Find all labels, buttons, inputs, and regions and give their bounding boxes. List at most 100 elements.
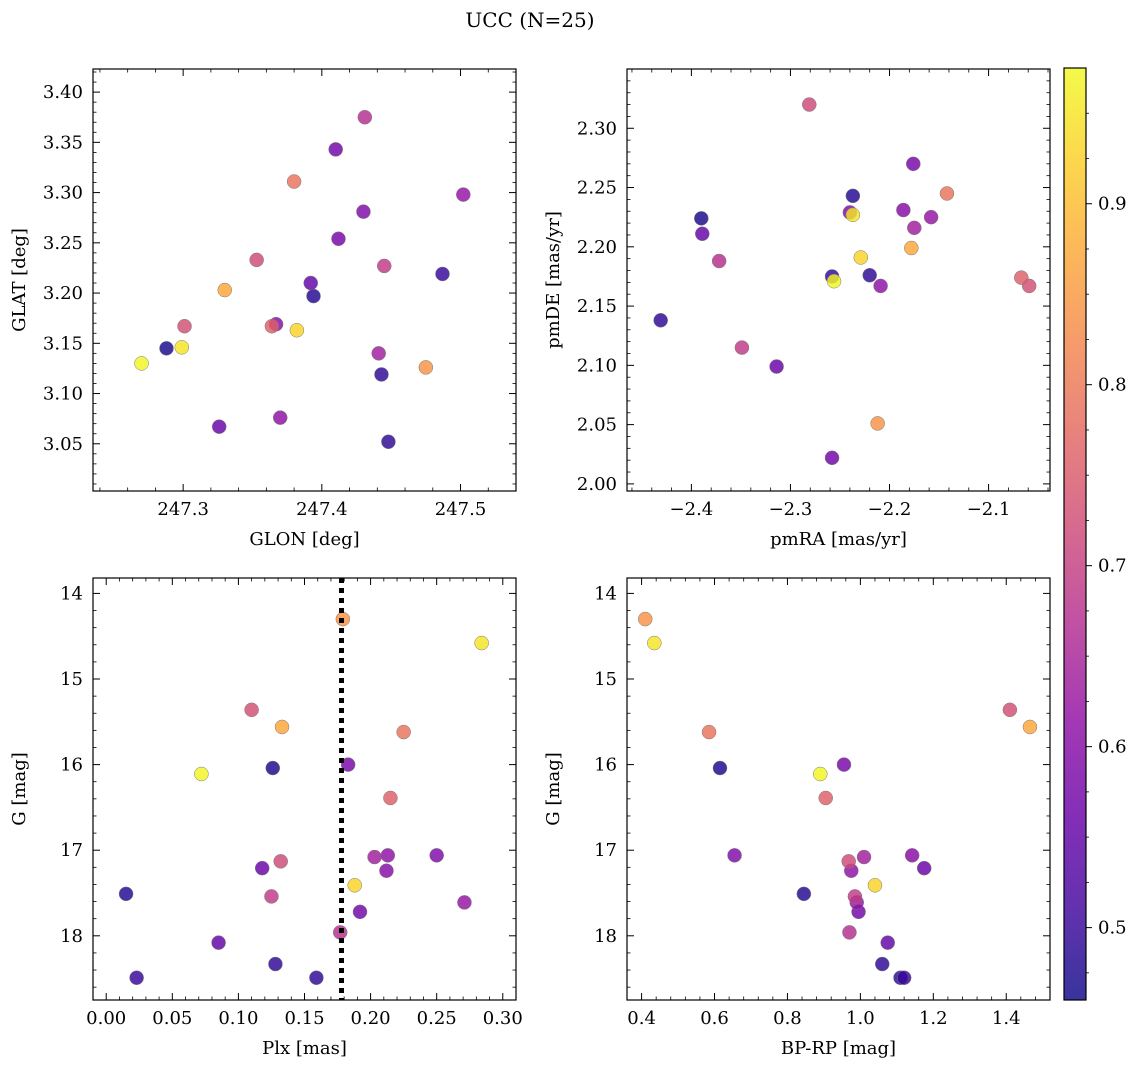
scatter-point xyxy=(873,278,888,294)
scatter-point xyxy=(429,848,444,863)
y-tick-label: 15 xyxy=(60,669,83,690)
x-tick-label: −2.4 xyxy=(670,499,714,520)
scatter-point xyxy=(174,340,190,355)
scatter-point xyxy=(1022,719,1038,735)
axes-frame xyxy=(92,68,517,492)
scatter-point xyxy=(867,878,883,893)
y-tick-label: 2.30 xyxy=(577,118,617,139)
y-tick-label: 2.25 xyxy=(577,178,617,199)
y-tick-label: 18 xyxy=(60,926,83,947)
x-tick-label: 247.3 xyxy=(157,499,209,520)
x-axis-label: pmRA [mas/yr] xyxy=(770,529,907,550)
scatter-point xyxy=(813,766,828,782)
scatter-point xyxy=(129,970,144,985)
scatter-point xyxy=(896,202,911,218)
colorbar-tick-label: 0.9 xyxy=(1098,194,1127,215)
y-tick-label: 18 xyxy=(594,926,617,947)
scatter-point xyxy=(1014,270,1029,285)
panel-2: −2.4 −2.3 −2.2 −2.1 2.00 2.05 2.10 2.15 2.20 2.25… xyxy=(543,68,1051,550)
x-tick-label: 1.4 xyxy=(992,1008,1021,1029)
y-tick-label: 3.10 xyxy=(43,384,83,405)
scatter-point xyxy=(357,109,373,125)
scatter-point xyxy=(907,220,922,236)
scatter-point xyxy=(847,889,863,904)
scatter-point xyxy=(727,848,742,863)
scatter-point xyxy=(383,790,398,806)
scatter-point xyxy=(845,188,861,204)
y-tick-label: 3.40 xyxy=(43,82,83,103)
y-tick-label: 17 xyxy=(60,840,83,861)
scatter-point xyxy=(331,231,346,247)
y-tick-label: 2.10 xyxy=(577,355,617,376)
scatter-point xyxy=(853,250,869,265)
scatter-point xyxy=(264,889,279,904)
scatter-point xyxy=(211,935,226,950)
scatter-point xyxy=(379,863,394,878)
y-axis-label: G [mag] xyxy=(543,752,564,825)
scatter-point xyxy=(734,340,750,355)
scatter-point xyxy=(870,416,885,431)
scatter-point xyxy=(273,854,288,869)
y-tick-label: 16 xyxy=(594,755,617,776)
scatter-point xyxy=(264,318,280,334)
y-tick-label: 2.15 xyxy=(577,296,617,317)
x-tick-label: 0.00 xyxy=(86,1008,126,1029)
scatter-point xyxy=(303,275,318,291)
x-tick-label: 247.5 xyxy=(435,499,487,520)
x-tick-label: 1.0 xyxy=(846,1008,875,1029)
scatter-point xyxy=(694,211,709,226)
scatter-panels: 247.3 247.4 247.5 3.05 3.10 3.15 3.20 3.25 3.30 3… xyxy=(9,68,1051,1059)
scatter-point xyxy=(371,346,386,361)
scatter-point xyxy=(268,956,283,972)
x-tick-label: 0.6 xyxy=(700,1008,729,1029)
y-tick-label: 3.30 xyxy=(43,183,83,204)
scatter-point xyxy=(274,719,290,735)
x-axis-label: BP-RP [mag] xyxy=(781,1038,896,1059)
scatter-point xyxy=(880,935,895,950)
points xyxy=(134,109,471,450)
scatter-point xyxy=(711,253,727,269)
x-tick-label: −2.1 xyxy=(967,499,1011,520)
y-tick-label: 15 xyxy=(594,669,617,690)
scatter-point xyxy=(306,288,321,304)
scatter-point xyxy=(824,450,840,466)
panel-4: 0.4 0.6 0.8 1.0 1.2 1.4 14 15 16 17 18 BP-RP [mag] G… xyxy=(543,577,1051,1059)
scatter-point xyxy=(254,860,270,876)
scatter-point xyxy=(875,956,890,972)
x-tick-label: 1.2 xyxy=(919,1008,948,1029)
figure-title: UCC (N=25) xyxy=(465,8,594,32)
y-tick-label: 16 xyxy=(60,755,83,776)
scatter-point xyxy=(217,282,233,298)
scatter-point xyxy=(818,790,833,806)
scatter-point xyxy=(856,849,872,865)
y-axis-label: GLAT [deg] xyxy=(9,228,30,332)
scatter-point xyxy=(474,635,489,651)
scatter-point xyxy=(802,97,817,112)
x-tick-label: 0.10 xyxy=(218,1008,258,1029)
scatter-point xyxy=(939,186,955,201)
scatter-point xyxy=(906,156,921,172)
scatter-point xyxy=(841,854,856,869)
scatter-point xyxy=(159,341,174,356)
x-tick-label: 0.8 xyxy=(773,1008,802,1029)
scatter-point xyxy=(244,702,259,718)
scatter-point xyxy=(826,273,842,289)
y-tick-label: 14 xyxy=(594,583,617,604)
scatter-point xyxy=(340,757,356,772)
x-tick-label: 0.25 xyxy=(417,1008,457,1029)
y-tick-label: 3.05 xyxy=(43,434,83,455)
scatter-point xyxy=(376,258,392,274)
scatter-point xyxy=(272,410,288,425)
scatter-point xyxy=(712,760,728,776)
scatter-point xyxy=(695,226,710,242)
y-axis-label: pmDE [mas/yr] xyxy=(543,211,564,349)
panel-3: 0.00 0.05 0.10 0.15 0.20 0.25 0.30 14 15 16 17 18 Pl… xyxy=(9,577,523,1059)
panel-1: 247.3 247.4 247.5 3.05 3.10 3.15 3.20 3.25 3.30 3… xyxy=(9,68,517,550)
scatter-point xyxy=(347,878,362,893)
scatter-point xyxy=(769,359,784,374)
scatter-point xyxy=(367,849,382,865)
colorbar-tick-label: 0.8 xyxy=(1098,375,1127,396)
scatter-point xyxy=(923,209,939,225)
points xyxy=(653,97,1037,466)
